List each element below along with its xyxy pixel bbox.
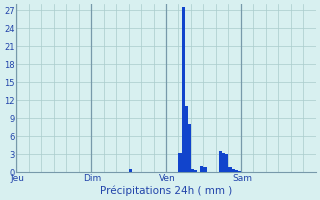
Bar bbox=[188, 124, 191, 172]
Bar bbox=[185, 106, 188, 172]
Bar bbox=[219, 151, 222, 172]
X-axis label: Précipitations 24h ( mm ): Précipitations 24h ( mm ) bbox=[100, 185, 232, 196]
Bar bbox=[204, 167, 207, 172]
Bar bbox=[235, 170, 238, 172]
Bar bbox=[238, 171, 241, 172]
Bar bbox=[194, 170, 197, 172]
Bar bbox=[129, 169, 132, 172]
Bar bbox=[232, 169, 235, 172]
Bar bbox=[179, 153, 182, 172]
Bar bbox=[182, 7, 185, 172]
Bar bbox=[225, 154, 228, 172]
Bar bbox=[222, 153, 225, 172]
Bar bbox=[191, 169, 194, 172]
Bar bbox=[228, 167, 232, 172]
Bar bbox=[200, 166, 204, 172]
